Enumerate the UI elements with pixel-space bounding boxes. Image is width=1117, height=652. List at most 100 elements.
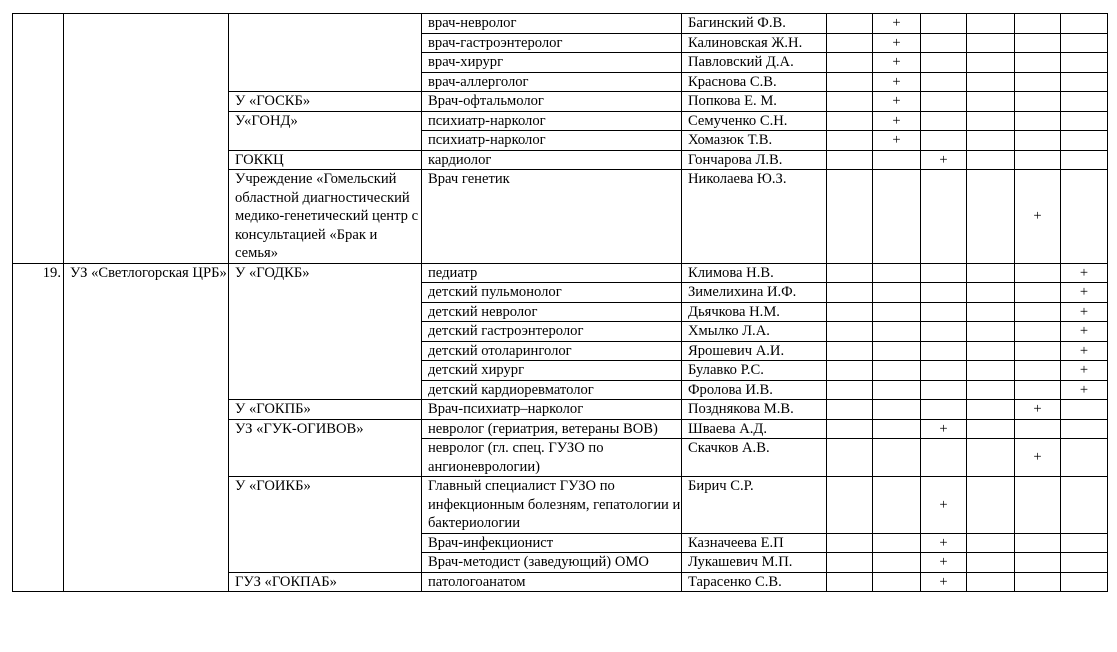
organization-cell bbox=[63, 13, 229, 264]
doctor-cell: Калиновская Ж.Н. bbox=[681, 32, 827, 53]
doctor-cell: Попкова Е. М. bbox=[681, 91, 827, 112]
mark-cell-4 bbox=[966, 476, 1015, 534]
mark-cell-5 bbox=[1014, 262, 1061, 283]
doctor-cell: Зимелихина И.Ф. bbox=[681, 282, 827, 303]
mark-cell-2 bbox=[872, 149, 921, 170]
plus-mark: + bbox=[920, 418, 967, 439]
institution-cell: ГУЗ «ГОКПАБ» bbox=[228, 571, 422, 592]
mark-cell-2 bbox=[872, 282, 921, 303]
specialty-cell: Врач генетик bbox=[421, 169, 682, 264]
mark-cell-4 bbox=[966, 321, 1015, 342]
mark-cell-4 bbox=[966, 130, 1015, 151]
mark-cell-6 bbox=[1060, 571, 1108, 592]
plus-mark: + bbox=[872, 52, 921, 73]
doctor-cell: Семученко С.Н. bbox=[681, 110, 827, 131]
mark-cell-4 bbox=[966, 379, 1015, 400]
mark-cell-4 bbox=[966, 418, 1015, 439]
mark-cell-5 bbox=[1014, 91, 1061, 112]
mark-cell-2 bbox=[872, 360, 921, 381]
mark-cell-5 bbox=[1014, 301, 1061, 322]
plus-mark: + bbox=[920, 476, 967, 534]
mark-cell-3 bbox=[920, 262, 967, 283]
plus-mark: + bbox=[920, 552, 967, 573]
plus-mark: + bbox=[1060, 360, 1108, 381]
mark-cell-2 bbox=[872, 340, 921, 361]
mark-cell-4 bbox=[966, 110, 1015, 131]
table-row: врач-гастроэнтеролог Калиновская Ж.Н. + bbox=[13, 32, 1108, 53]
mark-cell-3 bbox=[920, 130, 967, 151]
doctor-cell: Багинский Ф.В. bbox=[681, 13, 827, 34]
doctor-cell: Фролова И.В. bbox=[681, 379, 827, 400]
doctor-cell: Скачков А.В. bbox=[681, 438, 827, 477]
mark-cell-5 bbox=[1014, 71, 1061, 92]
table-row: психиатр-нарколог Хомазюк Т.В. + bbox=[13, 130, 1108, 151]
mark-cell-4 bbox=[966, 301, 1015, 322]
doctor-cell: Шваева А.Д. bbox=[681, 418, 827, 439]
mark-cell-3 bbox=[920, 282, 967, 303]
doctor-cell: Хомазюк Т.В. bbox=[681, 130, 827, 151]
mark-cell-3 bbox=[920, 301, 967, 322]
mark-cell-1 bbox=[826, 13, 873, 34]
plus-mark: + bbox=[1014, 438, 1061, 477]
mark-cell-3 bbox=[920, 340, 967, 361]
plus-mark: + bbox=[1060, 340, 1108, 361]
mark-cell-1 bbox=[826, 301, 873, 322]
institution-cell: У «ГОКПБ» bbox=[228, 399, 422, 420]
mark-cell-6 bbox=[1060, 438, 1108, 477]
specialty-cell: детский отоларинголог bbox=[421, 340, 682, 361]
doctor-cell: Краснова С.В. bbox=[681, 71, 827, 92]
plus-mark: + bbox=[920, 532, 967, 553]
plus-mark: + bbox=[1014, 169, 1061, 264]
institution-cell: У«ГОНД» bbox=[228, 110, 422, 151]
mark-cell-6 bbox=[1060, 71, 1108, 92]
mark-cell-1 bbox=[826, 71, 873, 92]
specialty-cell: психиатр-нарколог bbox=[421, 130, 682, 151]
mark-cell-4 bbox=[966, 438, 1015, 477]
mark-cell-1 bbox=[826, 110, 873, 131]
institution-cell: У «ГОДКБ» bbox=[228, 262, 422, 400]
table-row: Учреждение «Гомельский областной диагнос… bbox=[13, 169, 1108, 264]
plus-mark: + bbox=[872, 32, 921, 53]
mark-cell-1 bbox=[826, 360, 873, 381]
mark-cell-1 bbox=[826, 438, 873, 477]
specialty-cell: психиатр-нарколог bbox=[421, 110, 682, 131]
institution-cell: У «ГОИКБ» bbox=[228, 476, 422, 573]
mark-cell-3 bbox=[920, 321, 967, 342]
mark-cell-2 bbox=[872, 571, 921, 592]
doctor-cell: Хмылко Л.А. bbox=[681, 321, 827, 342]
referral-table: врач-невролог Багинский Ф.В. + врач-гастроэ… bbox=[12, 13, 1108, 592]
mark-cell-5 bbox=[1014, 418, 1061, 439]
mark-cell-2 bbox=[872, 379, 921, 400]
mark-cell-6 bbox=[1060, 552, 1108, 573]
specialty-cell: детский кардиоревматолог bbox=[421, 379, 682, 400]
table-row: 19. УЗ «Светлогорская ЦРБ» У «ГОДКБ» педиат… bbox=[12, 262, 1108, 592]
table-row: врач-невролог Багинский Ф.В. + bbox=[12, 13, 1108, 264]
mark-cell-1 bbox=[826, 476, 873, 534]
specialty-cell: невролог (гериатрия, ветераны ВОВ) bbox=[421, 418, 682, 439]
specialty-cell: врач-аллерголог bbox=[421, 71, 682, 92]
mark-cell-4 bbox=[966, 399, 1015, 420]
specialty-cell: Врач-офтальмолог bbox=[421, 91, 682, 112]
doctor-cell: Дьячкова Н.М. bbox=[681, 301, 827, 322]
mark-cell-4 bbox=[966, 71, 1015, 92]
specialty-cell: врач-гастроэнтеролог bbox=[421, 32, 682, 53]
mark-cell-1 bbox=[826, 32, 873, 53]
mark-cell-1 bbox=[826, 130, 873, 151]
mark-cell-4 bbox=[966, 262, 1015, 283]
specialty-cell: Врач-инфекционист bbox=[421, 532, 682, 553]
mark-cell-1 bbox=[826, 282, 873, 303]
mark-cell-6 bbox=[1060, 52, 1108, 73]
plus-mark: + bbox=[872, 13, 921, 34]
table-row: Врач-инфекционист Казначеева Е.П + bbox=[13, 532, 1108, 553]
mark-cell-6 bbox=[1060, 532, 1108, 553]
specialty-cell: детский гастроэнтеролог bbox=[421, 321, 682, 342]
mark-cell-2 bbox=[872, 418, 921, 439]
mark-cell-3 bbox=[920, 399, 967, 420]
mark-cell-3 bbox=[920, 52, 967, 73]
mark-cell-1 bbox=[826, 379, 873, 400]
mark-cell-1 bbox=[826, 552, 873, 573]
specialty-cell: детский невролог bbox=[421, 301, 682, 322]
mark-cell-1 bbox=[826, 418, 873, 439]
mark-cell-3 bbox=[920, 91, 967, 112]
mark-cell-5 bbox=[1014, 532, 1061, 553]
